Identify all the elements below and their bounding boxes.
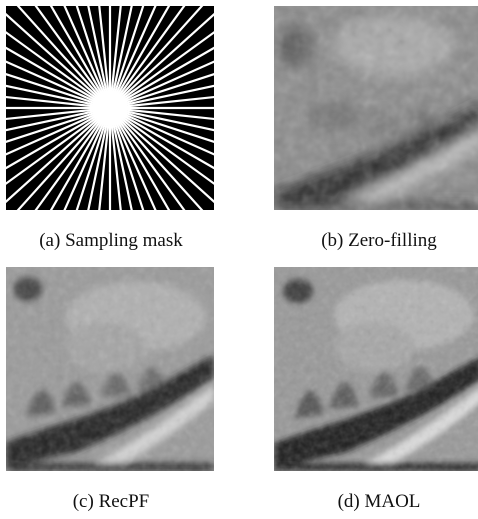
sampling-mask-image (6, 6, 214, 210)
zero-filling-image (274, 6, 478, 210)
recpf-image (6, 267, 214, 471)
caption-maol: (d) MAOL (337, 491, 421, 512)
caption-sampling-mask: (a) Sampling mask (39, 230, 183, 251)
caption-recpf: (c) RecPF (72, 491, 150, 512)
maol-svg (274, 267, 478, 471)
sampling-mask-svg (6, 6, 214, 210)
caption-zero-filling: (b) Zero-filling (321, 230, 437, 251)
recpf-svg (6, 267, 214, 471)
zero-filling-svg (274, 6, 478, 210)
maol-image (274, 267, 478, 471)
